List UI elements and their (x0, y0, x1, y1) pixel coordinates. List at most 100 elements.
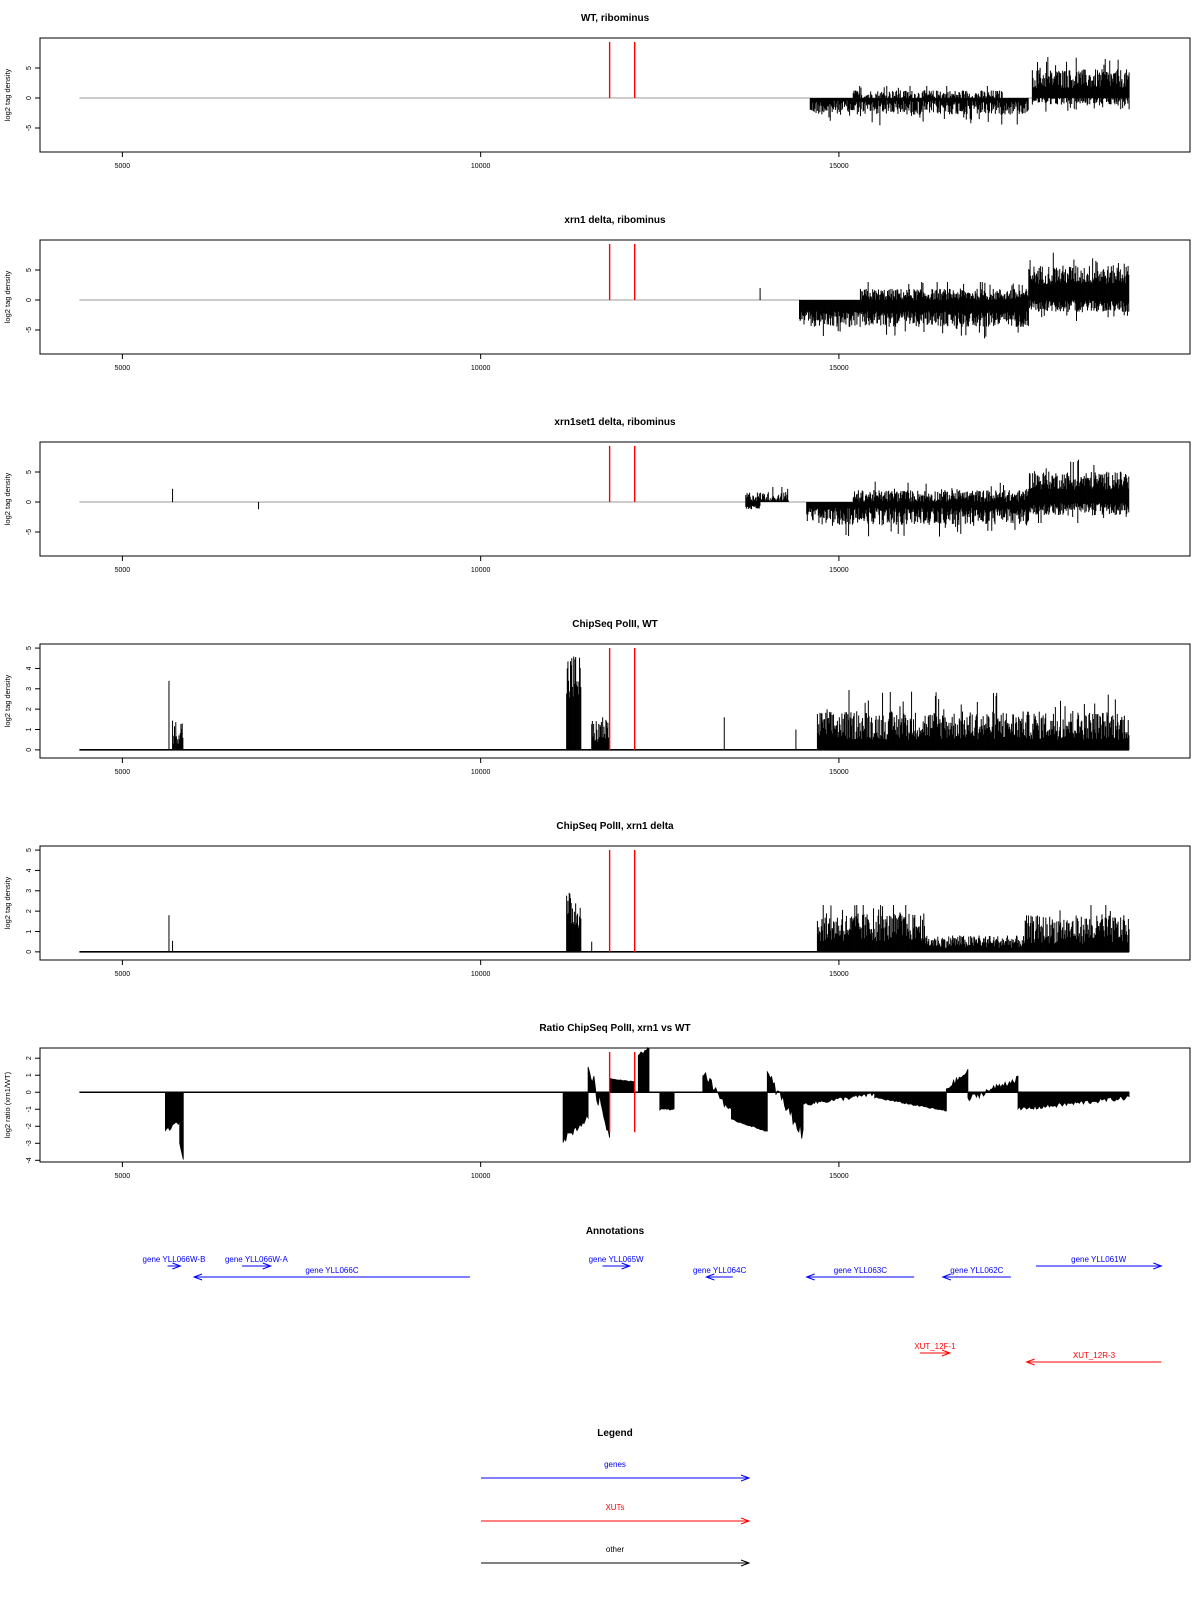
ratio-segment (562, 1091, 589, 1143)
data-bars (168, 656, 1130, 750)
ratio-segment (967, 1075, 1019, 1102)
y-tick-label: 1 (26, 727, 33, 731)
plot-frame (39, 37, 1191, 153)
arrowhead-right-icon (740, 1559, 751, 1567)
arrowhead-left-icon (805, 1273, 815, 1281)
y-tick-label: -5 (26, 327, 33, 333)
x-tick-label: 10000 (471, 163, 491, 170)
y-tick-label: 0 (26, 96, 33, 100)
y-tick-label: 5 (26, 470, 33, 474)
annotations-panel: Annotations gene YLL066W-B gene YLL066W-A g… (143, 1226, 1163, 1366)
y-tick-label: 5 (26, 66, 33, 70)
feature-label: gene YLL062C (950, 1266, 1003, 1275)
track-panel-6: Ratio ChipSeq PolII, xrn1 vs WT 5000 10000… (3, 1023, 1191, 1180)
feature-label: gene YLL066W-A (225, 1255, 289, 1264)
arrowhead-left-icon (941, 1273, 951, 1281)
y-tick-label: 5 (26, 646, 33, 650)
ratio-segment (874, 1091, 947, 1112)
legend-item-label: genes (604, 1460, 626, 1469)
panel-title: Ratio ChipSeq PolII, xrn1 vs WT (539, 1023, 690, 1034)
arrowhead-right-icon (941, 1349, 952, 1357)
plot-frame (39, 239, 1191, 355)
panel-title: ChipSeq PolII, xrn1 delta (556, 821, 674, 832)
ratio-segment (609, 1078, 636, 1093)
x-tick-label: 5000 (115, 365, 131, 372)
ratio-segment (165, 1091, 181, 1132)
ratio-segment (766, 1070, 804, 1139)
y-tick-label: 1 (26, 929, 33, 933)
x-tick-label: 10000 (471, 971, 491, 978)
track-panel-4: ChipSeq PolII, WT 5000 10000 15000 0 1 2 3 4 5 log… (3, 619, 1191, 776)
feature-label: gene YLL064C (693, 1266, 746, 1275)
ratio-segment (659, 1091, 675, 1111)
data-bars (172, 459, 1130, 537)
x-tick-label: 5000 (115, 163, 131, 170)
annotations-title: Annotations (586, 1226, 645, 1237)
feature-label: XUT_12R-3 (1073, 1351, 1116, 1360)
gene-arrow: gene YLL063C (805, 1266, 915, 1281)
y-tick-label: 0 (26, 1090, 33, 1094)
data-bars (168, 892, 1130, 952)
data-bars (759, 252, 1130, 339)
x-tick-label: 10000 (471, 567, 491, 574)
arrowhead-right-icon (740, 1474, 751, 1482)
x-tick-label: 15000 (829, 365, 849, 372)
y-tick-label: 2 (26, 909, 33, 913)
y-tick-label: 3 (26, 889, 33, 893)
y-tick-label: 5 (26, 848, 33, 852)
y-tick-label: -3 (26, 1140, 33, 1146)
y-axis-label: log2 tag density (3, 876, 12, 929)
plot-frame (39, 845, 1191, 961)
panel-title: WT, ribominus (581, 13, 650, 24)
y-tick-label: 0 (26, 500, 33, 504)
x-tick-label: 10000 (471, 1173, 491, 1180)
legend-item-label: XUTs (605, 1503, 624, 1512)
gene-arrow: gene YLL066W-B (143, 1255, 205, 1270)
arrowhead-left-icon (704, 1273, 715, 1281)
plot-frame (39, 643, 1191, 759)
y-tick-label: 2 (26, 1056, 33, 1060)
arrowhead-left-icon (1025, 1358, 1035, 1366)
x-tick-label: 15000 (829, 971, 849, 978)
plot-frame (39, 1047, 1191, 1163)
x-tick-label: 5000 (115, 971, 131, 978)
ratio-segment (637, 1047, 650, 1093)
y-axis-label: log2 tag density (3, 68, 12, 121)
arrowhead-right-icon (1153, 1262, 1163, 1270)
ratio-segment (179, 1091, 184, 1160)
ratio-segment (731, 1091, 768, 1132)
feature-label: gene YLL065W (589, 1255, 644, 1264)
gene-arrow: gene YLL061W (1035, 1255, 1163, 1270)
arrowhead-right-icon (740, 1517, 751, 1525)
x-tick-label: 10000 (471, 365, 491, 372)
gene-arrow: gene YLL066C (192, 1266, 470, 1281)
feature-label: XUT_12F-1 (914, 1342, 956, 1351)
ratio-segment (802, 1091, 876, 1106)
ratio-segment (587, 1066, 610, 1138)
y-tick-label: 0 (26, 298, 33, 302)
gene-arrow: gene YLL062C (941, 1266, 1011, 1281)
panel-title: ChipSeq PolII, WT (572, 619, 658, 630)
y-tick-label: 1 (26, 1073, 33, 1077)
track-panel-2: xrn1 delta, ribominus 5000 10000 15000 -5 0 5 l… (3, 215, 1191, 372)
y-tick-label: -1 (26, 1106, 33, 1112)
arrowhead-right-icon (262, 1262, 273, 1270)
x-tick-label: 5000 (115, 1173, 131, 1180)
x-tick-label: 15000 (829, 163, 849, 170)
arrowhead-left-icon (192, 1273, 203, 1281)
feature-label: gene YLL061W (1071, 1255, 1126, 1264)
legend-title: Legend (597, 1428, 633, 1439)
ratio-segment (1017, 1091, 1130, 1111)
y-tick-label: -5 (26, 529, 33, 535)
feature-label: gene YLL066C (305, 1266, 358, 1275)
x-tick-label: 15000 (829, 567, 849, 574)
xut-arrow: XUT_12R-3 (1025, 1351, 1162, 1366)
panel-title: xrn1set1 delta, ribominus (554, 417, 676, 428)
y-axis-label: log2 tag density (3, 674, 12, 727)
y-tick-label: 5 (26, 268, 33, 272)
panel-title: xrn1 delta, ribominus (564, 215, 666, 226)
feature-label: gene YLL063C (834, 1266, 887, 1275)
y-tick-label: 0 (26, 950, 33, 954)
